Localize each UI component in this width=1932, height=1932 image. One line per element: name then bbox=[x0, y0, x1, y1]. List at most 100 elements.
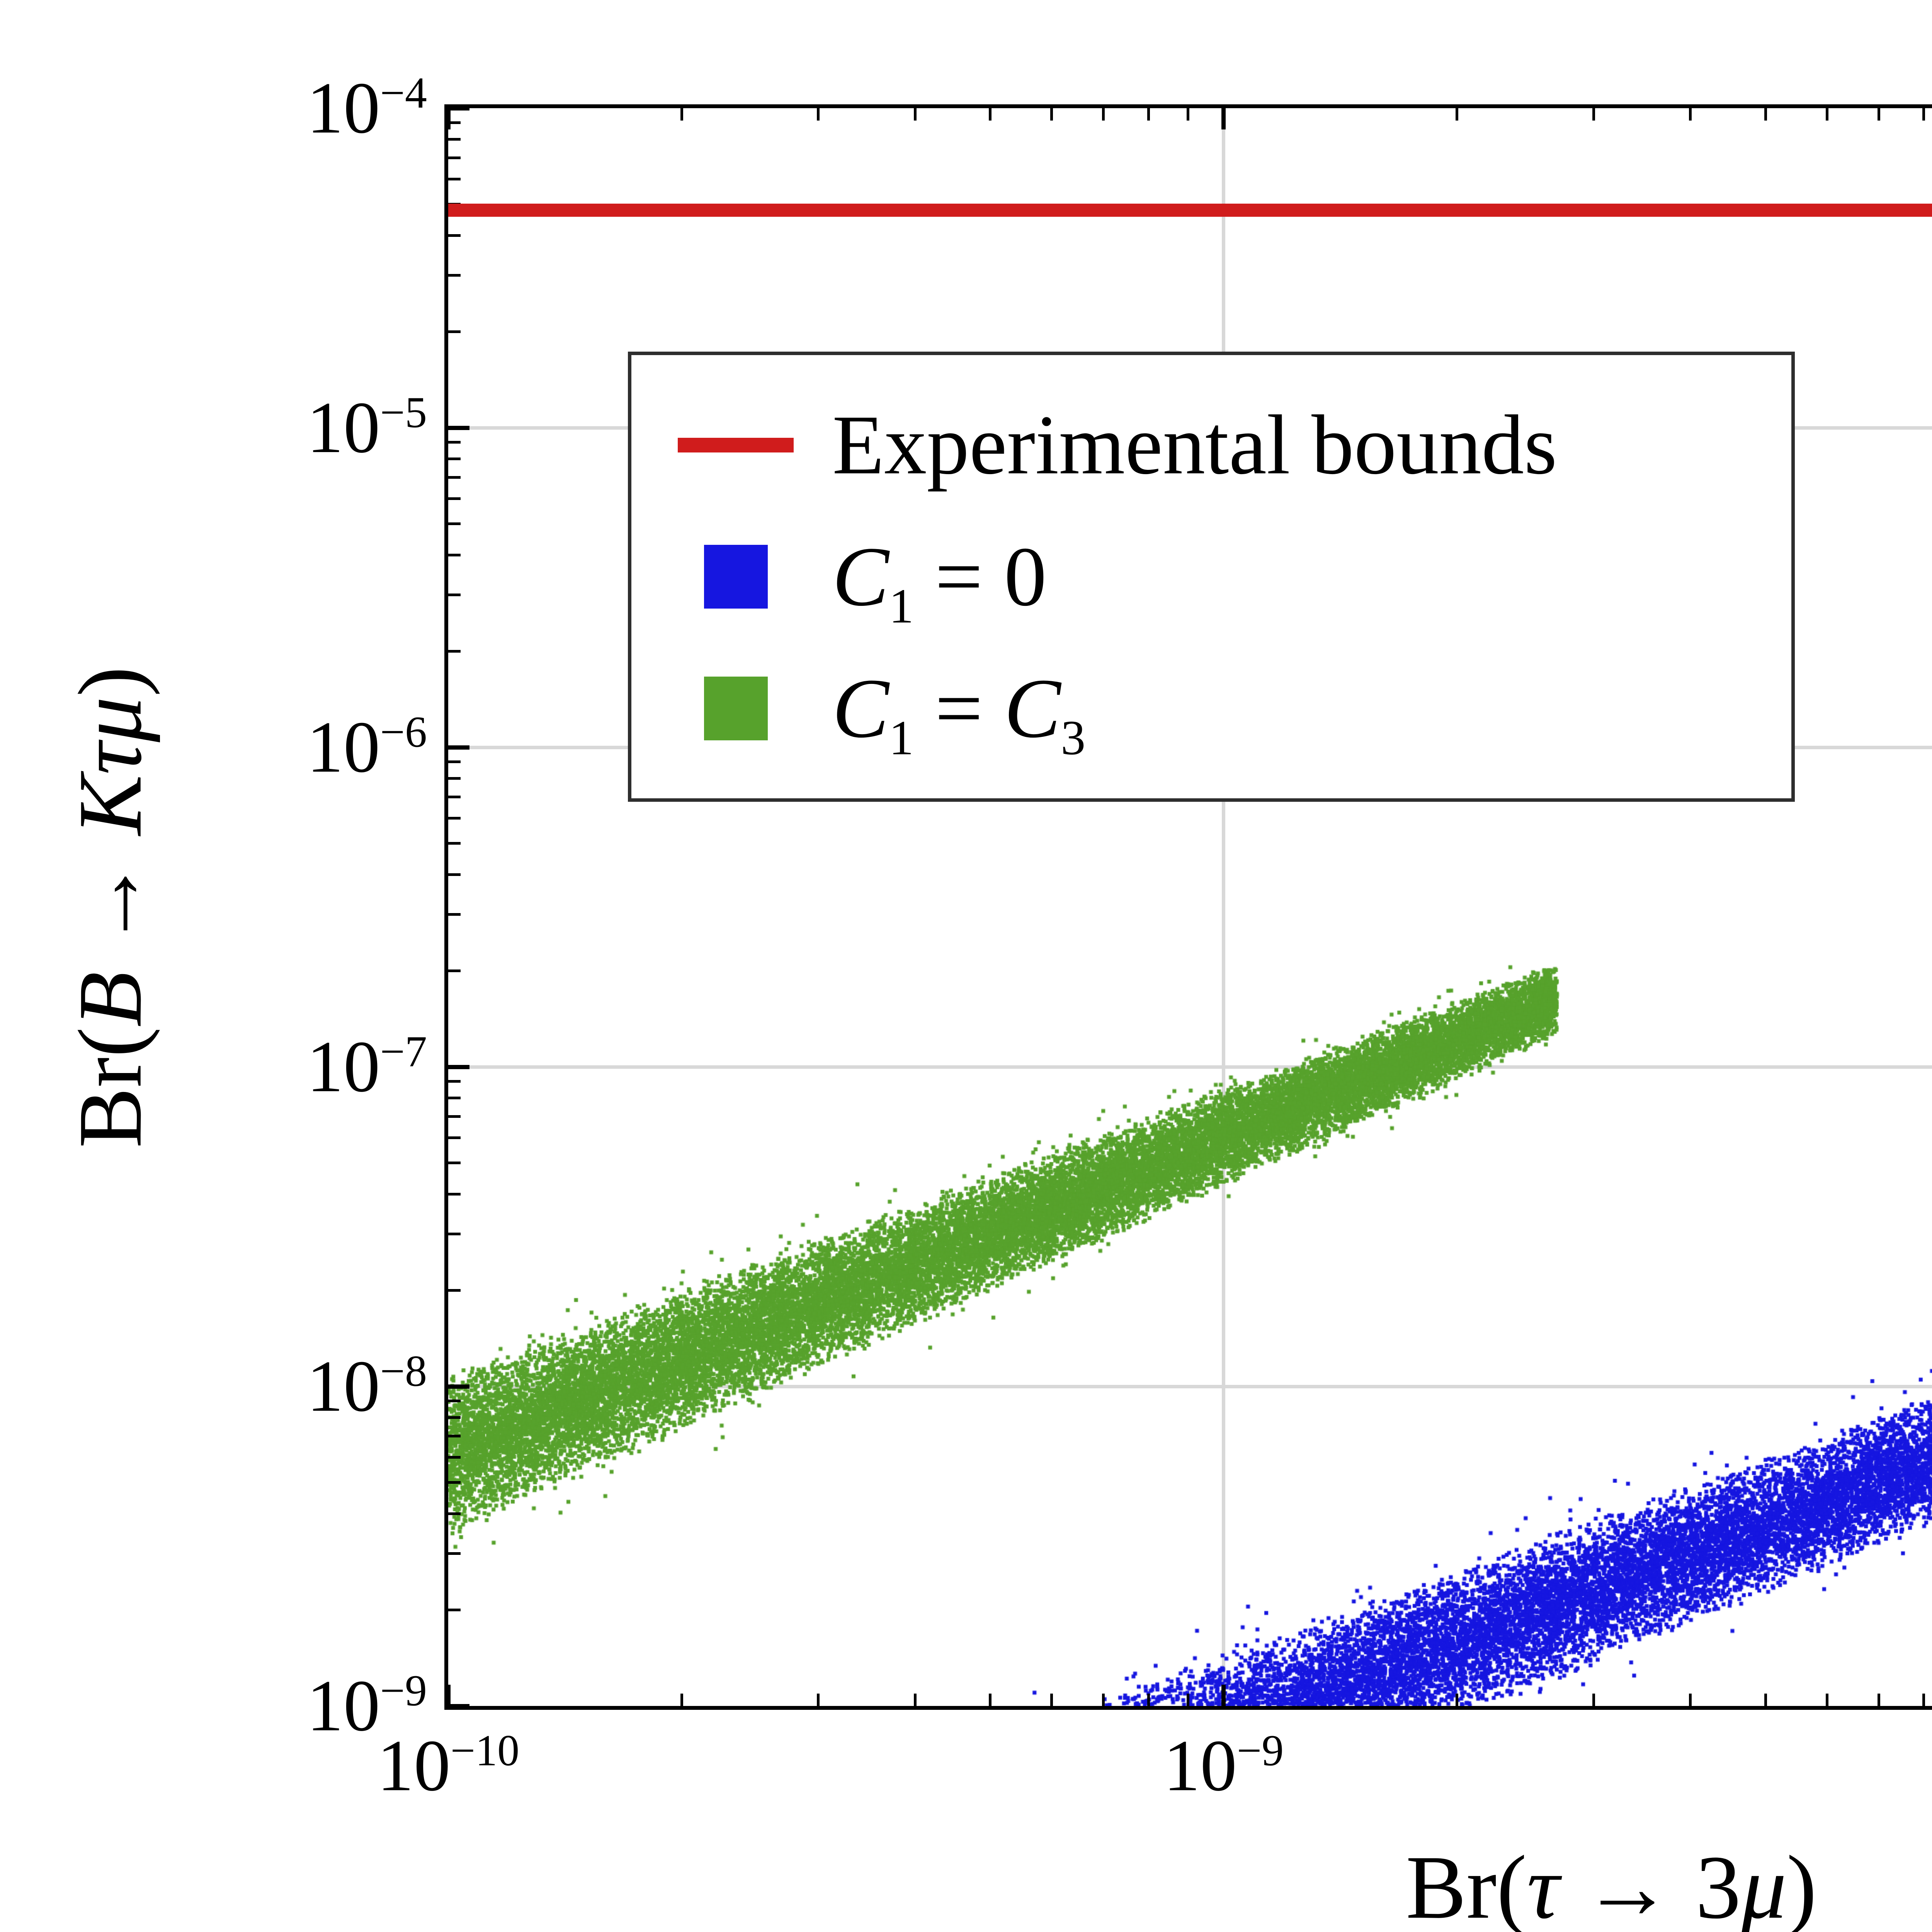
minor-tick bbox=[448, 1080, 461, 1083]
minor-tick bbox=[448, 234, 461, 237]
minor-tick bbox=[816, 108, 820, 121]
minor-tick bbox=[448, 1289, 461, 1292]
minor-tick bbox=[1187, 1694, 1190, 1706]
minor-tick bbox=[448, 1232, 461, 1235]
minor-tick bbox=[448, 441, 461, 444]
x-tick-label: 10−10 bbox=[377, 1725, 520, 1806]
minor-tick bbox=[448, 816, 461, 820]
minor-tick bbox=[448, 873, 461, 876]
x-axis-label: Br(τ → 3μ) bbox=[1406, 1837, 1817, 1932]
scatter-canvas bbox=[448, 108, 1932, 1706]
minor-tick bbox=[448, 593, 461, 596]
minor-tick bbox=[1050, 1694, 1053, 1706]
legend-swatch-box bbox=[678, 437, 794, 452]
minor-tick bbox=[448, 913, 461, 916]
minor-tick bbox=[448, 138, 461, 141]
legend-square-swatch bbox=[704, 545, 768, 609]
minor-tick bbox=[816, 1694, 820, 1706]
major-tick bbox=[448, 106, 469, 111]
minor-tick bbox=[913, 108, 917, 121]
minor-tick bbox=[448, 553, 461, 556]
major-tick bbox=[448, 1704, 469, 1708]
minor-tick bbox=[448, 1456, 461, 1459]
minor-tick bbox=[1456, 1694, 1459, 1706]
major-tick bbox=[446, 108, 451, 129]
minor-tick bbox=[1592, 1694, 1595, 1706]
minor-tick bbox=[1456, 108, 1459, 121]
minor-tick bbox=[448, 1400, 461, 1403]
minor-tick bbox=[1102, 108, 1105, 121]
legend-item: Experimental bounds bbox=[678, 400, 1791, 490]
minor-tick bbox=[448, 274, 461, 277]
major-tick bbox=[448, 1384, 469, 1389]
minor-tick bbox=[1050, 108, 1053, 121]
legend-square-swatch bbox=[704, 677, 768, 740]
minor-tick bbox=[448, 1434, 461, 1437]
minor-tick bbox=[448, 842, 461, 845]
minor-tick bbox=[448, 969, 461, 972]
minor-tick bbox=[913, 1694, 917, 1706]
major-tick bbox=[446, 1685, 451, 1706]
major-tick bbox=[448, 745, 469, 750]
experimental-bound-horizontal-line bbox=[448, 203, 1932, 217]
y-tick-label: 10−9 bbox=[306, 1665, 427, 1747]
minor-tick bbox=[1877, 1694, 1880, 1706]
minor-tick bbox=[989, 108, 992, 121]
minor-tick bbox=[448, 1115, 461, 1118]
minor-tick bbox=[448, 1512, 461, 1515]
minor-tick bbox=[1689, 108, 1692, 121]
legend-label: Experimental bounds bbox=[832, 398, 1557, 492]
x-tick-label: 10−9 bbox=[1163, 1725, 1284, 1806]
minor-tick bbox=[1825, 1694, 1828, 1706]
minor-tick bbox=[448, 1162, 461, 1165]
y-tick-label: 10−7 bbox=[306, 1026, 427, 1107]
legend-swatch-box bbox=[678, 545, 794, 609]
y-tick-label: 10−4 bbox=[306, 68, 427, 149]
y-axis-label: Br(B → Kτμ) bbox=[60, 666, 160, 1148]
minor-tick bbox=[1877, 108, 1880, 121]
minor-tick bbox=[680, 108, 683, 121]
minor-tick bbox=[448, 177, 461, 180]
legend-line-swatch bbox=[678, 437, 794, 452]
minor-tick bbox=[448, 1096, 461, 1099]
minor-tick bbox=[1102, 1694, 1105, 1706]
minor-tick bbox=[448, 1552, 461, 1555]
minor-tick bbox=[448, 497, 461, 500]
minor-tick bbox=[448, 1136, 461, 1139]
minor-tick bbox=[448, 650, 461, 653]
legend-label: C1 = C3 bbox=[832, 661, 1086, 765]
minor-tick bbox=[448, 1481, 461, 1484]
legend-item: C1 = C3 bbox=[678, 661, 1791, 765]
minor-tick bbox=[448, 330, 461, 333]
minor-tick bbox=[448, 1416, 461, 1419]
minor-tick bbox=[448, 457, 461, 460]
minor-tick bbox=[448, 795, 461, 798]
major-tick bbox=[1221, 108, 1226, 129]
minor-tick bbox=[1922, 108, 1925, 121]
minor-tick bbox=[1187, 108, 1190, 121]
minor-tick bbox=[1592, 108, 1595, 121]
minor-tick bbox=[1147, 108, 1150, 121]
y-tick-label: 10−5 bbox=[306, 387, 427, 468]
minor-tick bbox=[1922, 1694, 1925, 1706]
legend-item: C1 = 0 bbox=[678, 532, 1791, 631]
minor-tick bbox=[1147, 1694, 1150, 1706]
y-tick-label: 10−8 bbox=[306, 1346, 427, 1427]
major-tick bbox=[448, 1065, 469, 1069]
major-tick bbox=[448, 425, 469, 430]
minor-tick bbox=[448, 522, 461, 526]
minor-tick bbox=[448, 476, 461, 479]
minor-tick bbox=[989, 1694, 992, 1706]
minor-tick bbox=[680, 1694, 683, 1706]
major-tick bbox=[1221, 1685, 1226, 1706]
minor-tick bbox=[1764, 1694, 1767, 1706]
minor-tick bbox=[448, 121, 461, 124]
minor-tick bbox=[1764, 108, 1767, 121]
minor-tick bbox=[448, 777, 461, 780]
minor-tick bbox=[1825, 108, 1828, 121]
legend-swatch-box bbox=[678, 677, 794, 740]
legend: Experimental bounds C1 = 0 C1 = C3 bbox=[628, 352, 1795, 802]
minor-tick bbox=[1689, 1694, 1692, 1706]
minor-tick bbox=[448, 1608, 461, 1611]
